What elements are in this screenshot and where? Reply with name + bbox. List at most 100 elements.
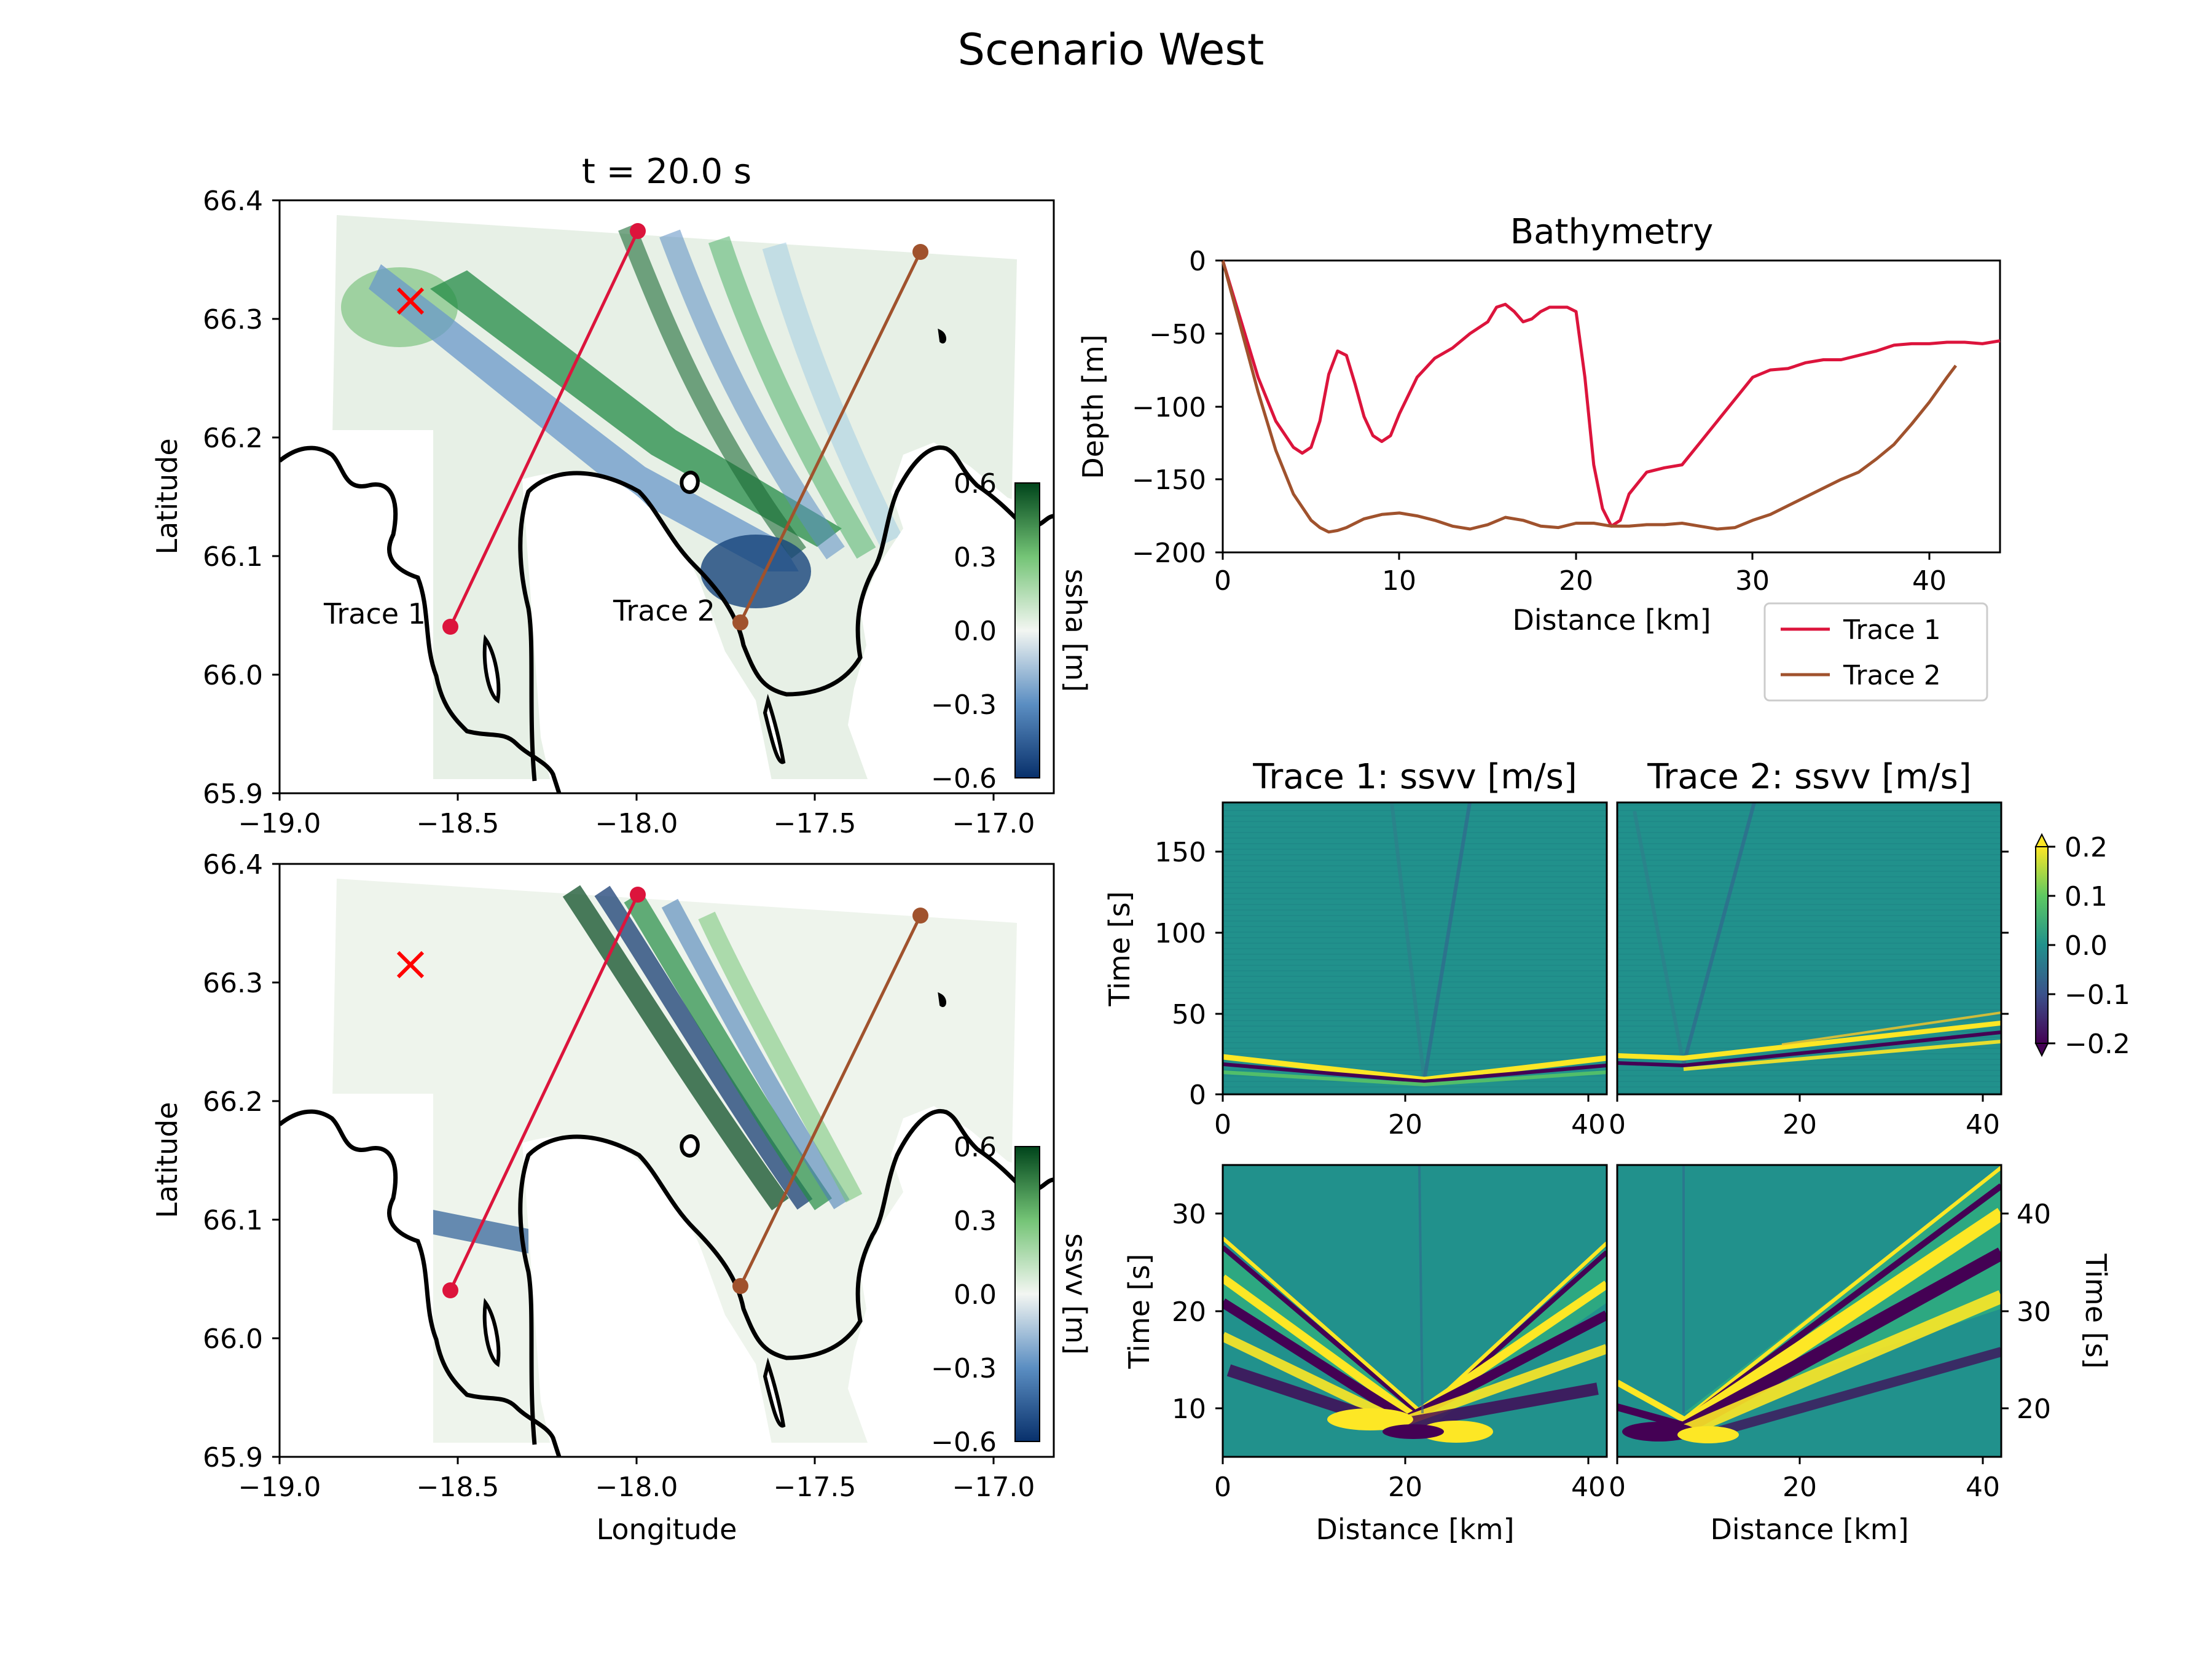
panel4-band-4 [1680, 1247, 2001, 1435]
map-top-trace2-start [732, 614, 748, 630]
panel2-right-ticks [2001, 850, 2009, 1015]
panel4: 0 20 40 40 30 20 Time [s] Distance [km] [1609, 1164, 2112, 1546]
cbar-extend-top [2034, 833, 2049, 847]
map-top-bay-blue [700, 535, 811, 608]
map-bottom-cbar-tick-3: −0.3 [931, 1353, 997, 1384]
panel2-arrival-yellow-2 [1683, 1040, 2001, 1071]
map-bottom-epicenter-marker [396, 951, 425, 979]
map-top-panel: t = 20.0 s Trace 1 Trac [151, 152, 1092, 839]
map-top-coastline [280, 445, 1054, 793]
map-bottom-land-right [848, 1106, 1054, 1456]
panel3-yticks: 30 20 10 [1172, 1199, 1223, 1425]
map-bottom-frame [278, 863, 1055, 1458]
map-bottom-colorbar [1014, 1146, 1040, 1442]
map-top-xtick-2: −18.0 [595, 808, 678, 839]
panel2-xtick-2: 40 [1966, 1109, 2000, 1140]
map-bottom-trace2-start [732, 1278, 748, 1294]
bathy-yticks: 0 −50 −100 −150 −200 [1132, 246, 1223, 569]
panel1-xtick-0: 0 [1214, 1109, 1231, 1140]
panel1-xtick-2: 40 [1571, 1109, 1606, 1140]
map-bottom-cbar-tick-4: −0.6 [931, 1427, 997, 1458]
bathy-xtick-1: 10 [1382, 565, 1416, 597]
map-top-cbar-tick-4: −0.6 [931, 763, 997, 794]
panel2-xticks: 0 20 40 [1609, 1094, 2000, 1140]
viridis-colorbar: 0.2 0.1 0.0 −0.1 −0.2 [2034, 832, 2130, 1060]
bathy-xticks: 0 10 20 30 40 [1214, 552, 1947, 597]
cbar-tick-1: 0.1 [2065, 881, 2108, 912]
cbar-tick-2: 0.0 [2065, 930, 2108, 962]
bathy-xlabel: Distance [km] [1512, 603, 1711, 637]
map-top-xtick-3: −17.5 [774, 808, 857, 839]
panel4-band-left-2 [1617, 1403, 1685, 1429]
panel1-yticks: 150 100 50 0 [1155, 837, 1223, 1111]
panel2-wave-left [1633, 810, 1685, 1065]
bathy-ytick-1: −50 [1149, 319, 1206, 350]
map-bottom-ytick-5: 65.9 [203, 1442, 263, 1473]
panel3-xtick-0: 0 [1214, 1472, 1231, 1503]
map-top-colorbar-label: ssha [m] [1059, 569, 1092, 692]
panel1-wave-left [1390, 802, 1426, 1081]
map-top-ytick-5: 65.9 [203, 779, 263, 810]
map-top-xtick-4: −17.0 [952, 808, 1035, 839]
bathy-ytick-2: −100 [1132, 392, 1206, 423]
panel2-arrival-purple [1617, 1030, 2001, 1068]
map-top-cbar-tick-1: 0.3 [954, 542, 997, 573]
bathy-xtick-2: 20 [1559, 565, 1593, 597]
map-top-trace1-line [449, 230, 640, 628]
panel2-xtick-0: 0 [1609, 1109, 1626, 1140]
map-bottom-trace1-start [442, 1282, 458, 1298]
map-bottom-xtick-0: −19.0 [238, 1472, 321, 1503]
map-top-trace2-line [739, 251, 922, 624]
panel4-band-6 [1694, 1347, 2001, 1443]
panel1-ylabel: Time [s] [1103, 891, 1136, 1006]
panel4-band-1 [1682, 1166, 2001, 1421]
bathy-legend: Trace 1 Trace 2 [1763, 602, 1988, 702]
bathy-ytick-0: 0 [1189, 246, 1206, 277]
panel4-xlabel: Distance [km] [1710, 1513, 1908, 1546]
map-top-epicenter-marker [396, 287, 425, 315]
cbar-tick-3: −0.1 [2065, 979, 2130, 1011]
map-bottom-ytick-1: 66.3 [203, 968, 263, 999]
map-top-peninsula [763, 694, 786, 764]
bathy-ytick-3: −150 [1132, 465, 1206, 496]
map-bottom-fjord-band [406, 1204, 528, 1253]
map-bottom-ytick-3: 66.1 [203, 1205, 263, 1236]
legend-label-trace2: Trace 2 [1843, 660, 1941, 691]
cbar-gradient [2035, 846, 2049, 1044]
map-bottom-trace1-line [449, 893, 640, 1292]
map-top-colorbar [1014, 482, 1040, 779]
figure-suptitle: Scenario West [958, 25, 1265, 75]
bathy-lines [1221, 260, 2001, 534]
map-bottom-wave-stripe-1 [562, 885, 789, 1210]
map-top-yticks: 66.4 66.3 66.2 66.1 66.0 65.9 [203, 186, 280, 810]
panel3-ytick-0: 30 [1172, 1199, 1206, 1230]
map-bottom-cbar-tick-0: 0.6 [954, 1132, 997, 1163]
panel3-xticks: 0 20 40 [1214, 1457, 1606, 1503]
map-top-cbar-tick-0: 0.6 [954, 468, 997, 500]
panel1-frame [1222, 801, 1608, 1096]
map-top-ytick-0: 66.4 [203, 186, 263, 217]
map-top-islet-small [938, 328, 946, 343]
map-bottom-islet-small [938, 992, 946, 1007]
map-bottom-xtick-4: −17.0 [952, 1472, 1035, 1503]
bathy-ylabel: Depth [m] [1077, 334, 1110, 479]
bathy-ytick-4: −200 [1132, 538, 1206, 569]
panel3-ytick-2: 10 [1172, 1394, 1206, 1425]
bathy-xtick-3: 30 [1735, 565, 1770, 597]
panel2-xtick-1: 20 [1783, 1109, 1817, 1140]
panel1-title: Trace 1: ssvv [m/s] [1252, 757, 1577, 797]
panel4-ytick-1: 30 [2017, 1296, 2051, 1328]
map-top-title: t = 20.0 s [582, 152, 751, 192]
panel4-xtick-0: 0 [1609, 1472, 1626, 1503]
bathy-series-1 [1221, 260, 2001, 528]
panel4-band-5 [1681, 1290, 2001, 1438]
map-top-wave-stripe-2 [659, 229, 845, 560]
legend-label-trace1: Trace 1 [1843, 614, 1941, 646]
map-bottom-peninsula [763, 1357, 786, 1428]
map-bottom-trace2-line [739, 914, 922, 1287]
map-top-islet [482, 634, 501, 704]
map-top-trace2-end [912, 244, 928, 260]
map-top-cbar-tick-3: −0.3 [931, 689, 997, 721]
panel1-field [1223, 802, 1607, 1094]
panel1-arrival-green [1223, 1070, 1607, 1087]
